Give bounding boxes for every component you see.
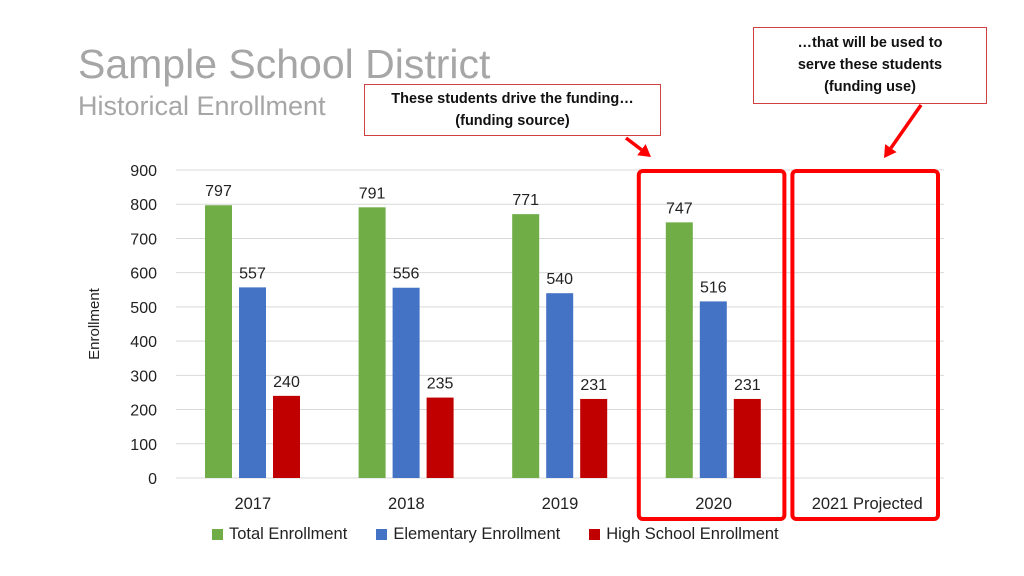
funding-use-line2: serve these students <box>797 57 943 73</box>
chart-legend: Total Enrollment Elementary Enrollment H… <box>212 525 779 544</box>
bar-elementary-enrollment <box>239 287 266 478</box>
data-label: 540 <box>546 271 573 288</box>
data-label: 516 <box>700 279 727 296</box>
x-tick-label: 2018 <box>388 495 425 513</box>
y-tick-label: 200 <box>130 403 157 420</box>
y-tick-label: 0 <box>148 471 157 488</box>
y-tick-label: 700 <box>130 231 157 248</box>
legend-swatch-high-school <box>589 529 601 540</box>
data-label: 556 <box>393 266 420 283</box>
bar-high-school-enrollment <box>733 398 761 478</box>
y-tick-label: 300 <box>130 368 157 385</box>
bar-total-enrollment <box>665 222 693 478</box>
data-label: 231 <box>580 377 607 394</box>
bar-total-enrollment <box>512 214 540 478</box>
legend-swatch-elementary <box>376 529 388 540</box>
bar-high-school-enrollment <box>273 395 300 478</box>
legend-item-high-school: High School Enrollment <box>589 525 779 544</box>
highlight-box-2021-projected <box>790 169 941 521</box>
funding-use-callout: …that will be used to serve these studen… <box>753 27 987 104</box>
legend-item-elementary: Elementary Enrollment <box>376 525 560 544</box>
legend-swatch-total <box>212 529 223 540</box>
funding-source-arrow-shaft <box>624 136 643 152</box>
funding-source-callout: These students drive the funding… (fundi… <box>364 84 661 136</box>
data-label: 557 <box>239 265 266 282</box>
data-label: 235 <box>427 376 454 393</box>
x-tick-label: 2017 <box>234 495 271 513</box>
y-tick-label: 800 <box>130 197 157 214</box>
y-tick-label: 600 <box>130 266 157 283</box>
y-tick-label: 100 <box>130 437 157 454</box>
funding-source-line2: (funding source) <box>455 113 570 129</box>
data-label: 747 <box>666 200 693 217</box>
data-label: 797 <box>205 183 232 200</box>
y-tick-label: 500 <box>130 300 157 317</box>
bar-elementary-enrollment <box>392 287 420 478</box>
highlight-box-2020 <box>636 169 787 521</box>
y-tick-label: 900 <box>130 163 157 180</box>
y-axis-label: Enrollment <box>86 287 103 360</box>
data-label: 240 <box>273 374 300 391</box>
x-tick-label: 2020 <box>695 495 732 513</box>
y-tick-label: 400 <box>130 334 157 351</box>
bar-total-enrollment <box>205 205 232 478</box>
bar-elementary-enrollment <box>699 301 727 478</box>
funding-use-arrow-shaft <box>889 103 923 150</box>
funding-use-arrow-head <box>884 144 897 158</box>
legend-label-total: Total Enrollment <box>229 525 348 543</box>
page-title: Sample School District <box>78 41 491 87</box>
bar-high-school-enrollment <box>426 397 454 478</box>
bar-high-school-enrollment <box>580 398 608 478</box>
bar-elementary-enrollment <box>546 293 574 478</box>
funding-source-arrow <box>624 136 651 157</box>
legend-label-elementary: Elementary Enrollment <box>393 525 561 543</box>
funding-use-line1: …that will be used to <box>797 35 943 51</box>
x-tick-label: 2019 <box>542 495 579 513</box>
legend-item-total: Total Enrollment <box>212 525 347 544</box>
funding-source-line1: These students drive the funding… <box>391 91 634 107</box>
legend-label-high-school: High School Enrollment <box>606 525 779 543</box>
x-tick-label: 2021 Projected <box>812 495 923 513</box>
funding-use-arrow <box>884 103 923 158</box>
funding-use-line3: (funding use) <box>824 79 916 95</box>
data-label: 791 <box>359 185 386 202</box>
bar-total-enrollment <box>358 207 386 478</box>
page-subtitle: Historical Enrollment <box>78 91 326 121</box>
data-label: 771 <box>512 192 539 209</box>
data-label: 231 <box>734 377 761 394</box>
funding-source-arrow-head <box>637 144 651 157</box>
